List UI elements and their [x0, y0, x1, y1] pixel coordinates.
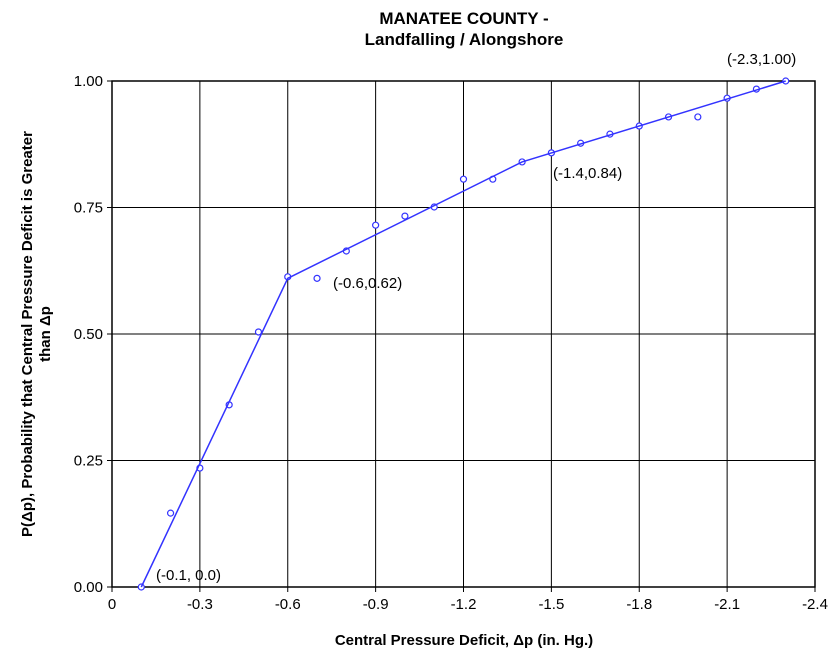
- y-axis-label: P(Δp), Probability that Central Pressure…: [19, 131, 36, 537]
- x-tick-label: -1.2: [451, 596, 477, 613]
- y-tick-label: 1.00: [74, 73, 103, 90]
- data-point: [372, 221, 380, 229]
- y-axis-label: than Δp: [37, 306, 54, 362]
- x-tick-label: -0.6: [275, 596, 301, 613]
- y-tick-label: 0.50: [74, 326, 103, 343]
- data-point: [313, 274, 321, 282]
- annotation: (-1.4,0.84): [553, 165, 622, 182]
- data-point: [254, 328, 263, 336]
- chart-title: Landfalling / Alongshore: [365, 30, 564, 49]
- annotation: (-2.3,1.00): [727, 51, 796, 68]
- fit-line: [140, 80, 786, 588]
- x-tick-label: -2.1: [714, 596, 740, 613]
- y-tick-label: 0.00: [74, 579, 103, 596]
- x-tick-label: -0.9: [363, 596, 389, 613]
- data-point: [694, 113, 702, 121]
- y-tick-label: 0.75: [74, 200, 103, 217]
- annotation: (-0.6,0.62): [333, 275, 402, 292]
- x-tick-label: -2.4: [802, 596, 828, 613]
- x-tick-label: 0: [108, 596, 116, 613]
- data-point: [166, 509, 175, 517]
- x-axis-label: Central Pressure Deficit, Δp (in. Hg.): [335, 632, 593, 649]
- annotation: (-0.1, 0.0): [156, 567, 221, 584]
- y-tick-label: 0.25: [74, 453, 103, 470]
- chart-title: MANATEE COUNTY -: [379, 9, 548, 28]
- data-point: [401, 212, 409, 220]
- x-tick-label: -1.8: [626, 596, 652, 613]
- x-tick-label: -1.5: [538, 596, 564, 613]
- plot-border: [111, 80, 816, 588]
- x-tick-label: -0.3: [187, 596, 213, 613]
- data-point: [459, 175, 468, 183]
